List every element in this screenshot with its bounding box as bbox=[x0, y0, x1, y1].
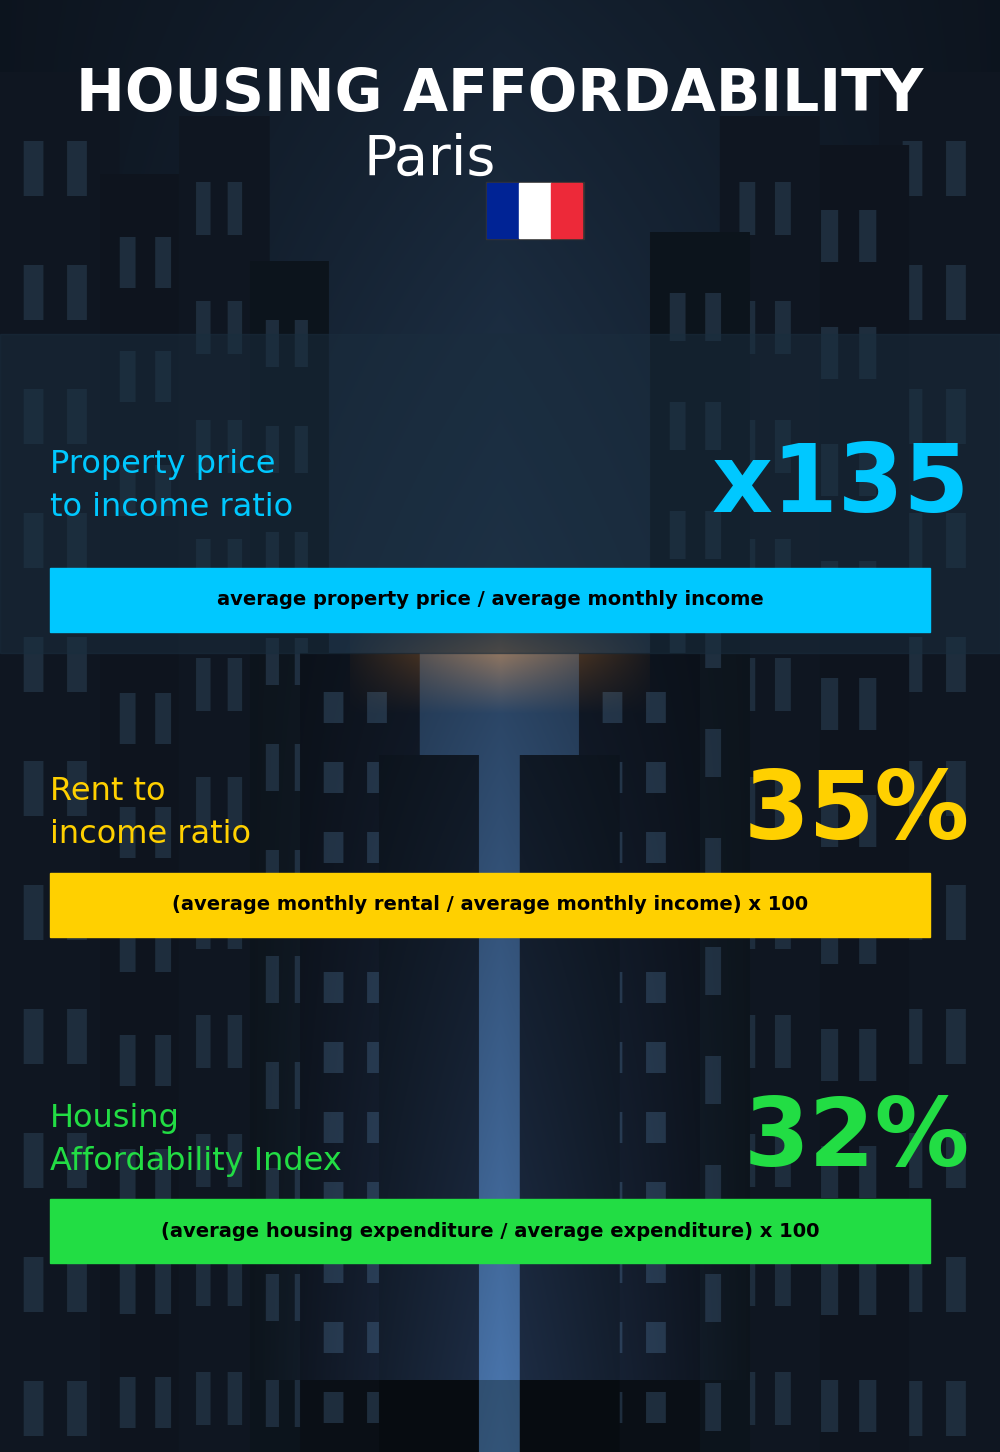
Bar bbox=[50, 1199, 930, 1263]
Bar bbox=[486, 182, 584, 240]
Text: average property price / average monthly income: average property price / average monthly… bbox=[217, 590, 763, 610]
Text: Rent to
income ratio: Rent to income ratio bbox=[50, 777, 251, 849]
Text: (average housing expenditure / average expenditure) x 100: (average housing expenditure / average e… bbox=[161, 1221, 819, 1241]
Text: 32%: 32% bbox=[744, 1093, 970, 1186]
Text: HOUSING AFFORDABILITY: HOUSING AFFORDABILITY bbox=[76, 65, 924, 123]
Bar bbox=[0, 334, 1000, 653]
Bar bbox=[487, 183, 519, 238]
Text: (average monthly rental / average monthly income) x 100: (average monthly rental / average monthl… bbox=[172, 894, 808, 915]
Bar bbox=[50, 568, 930, 632]
Text: x135: x135 bbox=[712, 440, 970, 533]
Bar bbox=[551, 183, 582, 238]
Bar bbox=[519, 183, 551, 238]
Text: Paris: Paris bbox=[364, 132, 496, 187]
Text: 35%: 35% bbox=[744, 767, 970, 860]
Bar bbox=[50, 873, 930, 937]
Text: Housing
Affordability Index: Housing Affordability Index bbox=[50, 1104, 342, 1176]
Text: Property price
to income ratio: Property price to income ratio bbox=[50, 450, 293, 523]
